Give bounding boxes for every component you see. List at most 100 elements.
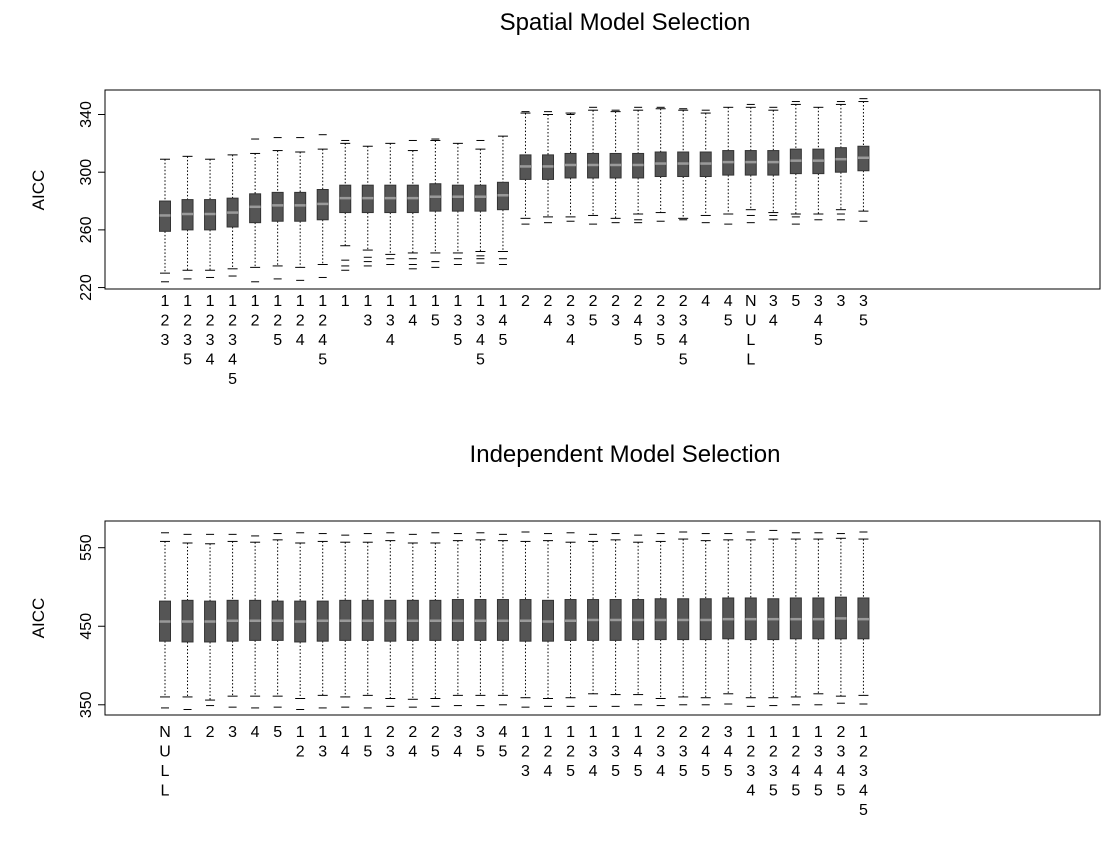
x-tick-label-char: 3: [656, 313, 665, 330]
independent-box-17: [519, 531, 532, 708]
x-tick-label-char: U: [745, 313, 757, 330]
x-tick-label-char: 5: [318, 352, 327, 369]
spatial-box-7: [294, 137, 307, 281]
x-tick-label-char: 1: [476, 293, 485, 310]
spatial-y-tick-label: 260: [78, 216, 95, 243]
x-tick-label-char: 3: [476, 724, 485, 741]
x-tick-label-char: 3: [611, 313, 620, 330]
spatial-box-18: [542, 111, 555, 224]
x-tick-label-char: 1: [791, 724, 800, 741]
spatial-x-tick-label: 1 2 3 4: [206, 293, 215, 369]
independent-x-tick-label: 1 2 3 5: [769, 724, 778, 800]
independent-y-axis-label: AICC: [29, 598, 48, 639]
independent-x-tick-label: 4: [251, 724, 260, 741]
x-tick-label-char: 1: [453, 293, 462, 310]
spatial-chart-title: Spatial Model Selection: [500, 9, 751, 36]
x-tick-label-char: 5: [859, 313, 868, 330]
x-tick-label-char: 1: [544, 724, 553, 741]
x-tick-label-char: 3: [836, 293, 845, 310]
x-tick-label-char: 5: [611, 763, 620, 780]
spatial-box-8: [316, 134, 329, 278]
x-tick-label-char: 2: [296, 744, 305, 761]
x-tick-label-char: 1: [769, 724, 778, 741]
x-tick-label-char: 4: [498, 724, 507, 741]
spatial-x-tick-label: 1 3 5: [453, 293, 462, 349]
x-tick-label-char: 1: [859, 724, 868, 741]
independent-x-tick-label: 3 4 5: [724, 724, 733, 780]
x-tick-label-char: 4: [814, 763, 823, 780]
x-tick-label-char: 2: [273, 313, 282, 330]
spatial-x-tick-label: 4: [701, 293, 710, 310]
x-tick-label-char: 5: [859, 802, 868, 819]
independent-x-axis: N U L L1 2 3 4 5 1 21 31 41 52 32 42 53 43 54 51 2 31 2 41 2 51 3…: [159, 724, 868, 819]
independent-chart-title: Independent Model Selection: [470, 441, 781, 468]
independent-box-21: [609, 533, 622, 707]
x-tick-label-char: 5: [431, 313, 440, 330]
x-tick-label-char: 5: [476, 744, 485, 761]
spatial-box-20: [587, 106, 600, 225]
spatial-box-12: [406, 139, 419, 270]
spatial-box-6: [271, 137, 284, 280]
independent-x-tick-label: 1 3 4: [589, 724, 598, 780]
x-tick-label-char: 4: [498, 313, 507, 330]
x-tick-label-char: 4: [408, 744, 417, 761]
spatial-box-14: [451, 142, 464, 265]
x-tick-label-char: 4: [859, 783, 868, 800]
x-tick-label-char: 4: [228, 352, 237, 369]
x-tick-label-char: 5: [791, 783, 800, 800]
spatial-box-19: [564, 112, 577, 222]
independent-box-12: [406, 533, 419, 708]
x-tick-label-char: 3: [814, 744, 823, 761]
x-tick-label-char: 3: [228, 332, 237, 349]
spatial-box-10: [361, 145, 374, 267]
independent-x-tick-label: 1: [183, 724, 192, 741]
spatial-box-4: [226, 154, 239, 277]
x-tick-label-char: 1: [363, 293, 372, 310]
spatial-box-26: [722, 106, 735, 225]
x-tick-label-char: 4: [791, 763, 800, 780]
x-tick-label-char: 2: [521, 293, 530, 310]
x-tick-label-char: 4: [634, 313, 643, 330]
x-tick-label-char: 2: [589, 293, 598, 310]
x-tick-label-char: 2: [746, 744, 755, 761]
x-tick-label-char: 2: [408, 724, 417, 741]
independent-box-22: [632, 534, 645, 706]
independent-x-tick-label: 1 2 3 4 5: [859, 724, 868, 819]
x-tick-label-char: 2: [161, 313, 170, 330]
spatial-box-21: [609, 109, 622, 224]
x-tick-label-char: 3: [161, 332, 170, 349]
spatial-x-tick-label: 1 3 4 5: [476, 293, 485, 369]
spatial-box-31: [834, 101, 847, 221]
box-iqr: [294, 191, 307, 222]
x-tick-label-char: 1: [386, 293, 395, 310]
independent-box-6: [271, 533, 284, 708]
x-tick-label-char: 1: [521, 724, 530, 741]
x-tick-label-char: 5: [498, 332, 507, 349]
x-tick-label-char: 2: [859, 744, 868, 761]
x-tick-label-char: 5: [814, 783, 823, 800]
x-tick-label-char: 5: [273, 332, 282, 349]
x-tick-label-char: 2: [679, 724, 688, 741]
x-tick-label-char: 3: [746, 763, 755, 780]
spatial-box-22: [632, 106, 645, 224]
independent-box-28: [767, 529, 780, 707]
spatial-y-tick-label: 220: [78, 274, 95, 301]
independent-box-19: [564, 532, 577, 707]
x-tick-label-char: 3: [453, 724, 462, 741]
x-tick-label-char: 4: [679, 332, 688, 349]
spatial-x-tick-label: 1 2 5: [273, 293, 282, 349]
x-tick-label-char: 4: [836, 763, 845, 780]
x-tick-label-char: 2: [566, 744, 575, 761]
spatial-x-tick-label: 1 2 3: [161, 293, 170, 349]
independent-box-27: [744, 531, 757, 707]
x-tick-label-char: 1: [431, 293, 440, 310]
spatial-y-tick-label: 340: [78, 101, 95, 128]
x-tick-label-char: 5: [679, 352, 688, 369]
x-tick-label-char: 3: [386, 744, 395, 761]
